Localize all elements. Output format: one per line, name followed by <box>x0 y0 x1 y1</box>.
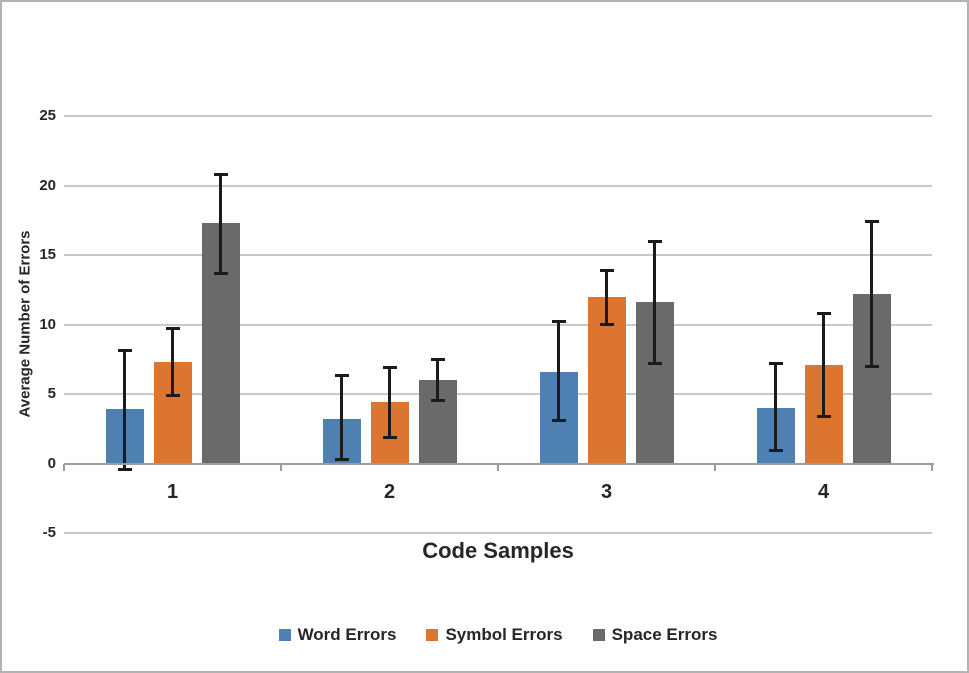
y-tick-label: 20 <box>39 176 56 194</box>
gridline-y <box>64 184 932 187</box>
x-category-label: 4 <box>817 481 830 503</box>
legend-swatch <box>426 629 439 641</box>
error-bar-cap <box>430 357 445 361</box>
error-bar-cap <box>165 393 180 397</box>
error-bar-cap <box>213 172 228 176</box>
gridline-y <box>64 393 932 395</box>
error-bar-cap <box>768 449 783 453</box>
legend-item-symbol-errors: Symbol Errors <box>426 625 563 645</box>
error-bar-line <box>870 221 873 367</box>
x-category-label: 2 <box>383 481 396 503</box>
x-category-label: 1 <box>166 481 179 503</box>
error-bar-cap <box>816 414 831 418</box>
error-bar-cap <box>334 374 349 378</box>
error-bar-cap <box>382 435 397 439</box>
legend-item-space-errors: Space Errors <box>592 625 718 645</box>
error-bar-cap <box>382 366 397 370</box>
error-bar-line <box>653 241 656 364</box>
x-axis-tick <box>497 463 499 471</box>
x-axis-tick <box>931 463 933 471</box>
error-bar-cap <box>213 271 228 275</box>
legend-label: Space Errors <box>611 625 718 644</box>
gridline-y <box>64 323 932 326</box>
legend: Word Errors Symbol Errors Space Errors <box>64 620 932 650</box>
error-bar-line <box>340 375 343 460</box>
gridline-y <box>64 254 932 256</box>
error-bar-cap <box>647 239 662 243</box>
error-bar-line <box>774 363 777 451</box>
legend-swatch <box>592 629 605 641</box>
error-bar-cap <box>165 327 180 331</box>
error-bar-cap <box>430 399 445 403</box>
error-bar-line <box>557 321 560 421</box>
error-bar-line <box>605 270 608 325</box>
x-axis-line <box>64 462 934 465</box>
gridline-y <box>64 115 932 117</box>
x-axis-tick <box>63 463 65 471</box>
error-bar-cap <box>864 220 879 224</box>
error-bar-cap <box>647 361 662 365</box>
error-bar-cap <box>551 320 566 324</box>
y-tick-label: 5 <box>47 385 56 402</box>
error-bar-cap <box>117 467 132 471</box>
x-axis-title: Code Samples <box>422 538 574 563</box>
legend-label: Word Errors <box>297 625 397 644</box>
error-bar-cap <box>551 418 566 422</box>
y-tick-label: -5 <box>42 524 56 541</box>
x-category-label: 3 <box>600 481 613 503</box>
y-axis-title: Average Number of Errors <box>16 230 34 418</box>
error-bar-line <box>388 367 391 438</box>
legend-swatch <box>278 629 291 641</box>
error-bar-line <box>822 313 825 417</box>
error-bar-line <box>436 359 439 401</box>
y-tick-label: 10 <box>39 315 56 333</box>
error-bar-line <box>219 174 222 274</box>
x-axis-tick <box>714 463 716 471</box>
error-bar-cap <box>334 457 349 461</box>
legend-item-word-errors: Word Errors <box>278 625 397 645</box>
error-bar-cap <box>768 361 783 365</box>
gridline-y <box>64 532 932 534</box>
y-tick-label: 0 <box>47 454 56 472</box>
error-bar-cap <box>864 364 879 368</box>
error-bar-cap <box>599 323 614 326</box>
legend-label: Symbol Errors <box>445 625 563 644</box>
error-bar-line <box>171 328 174 396</box>
x-axis-tick <box>280 463 282 471</box>
y-tick-label: 15 <box>39 246 56 263</box>
error-bar-cap <box>599 268 614 272</box>
y-tick-label: 25 <box>39 107 56 124</box>
error-bar-cap <box>816 311 831 315</box>
error-bar-cap <box>117 349 132 353</box>
error-bar-line <box>123 350 126 470</box>
